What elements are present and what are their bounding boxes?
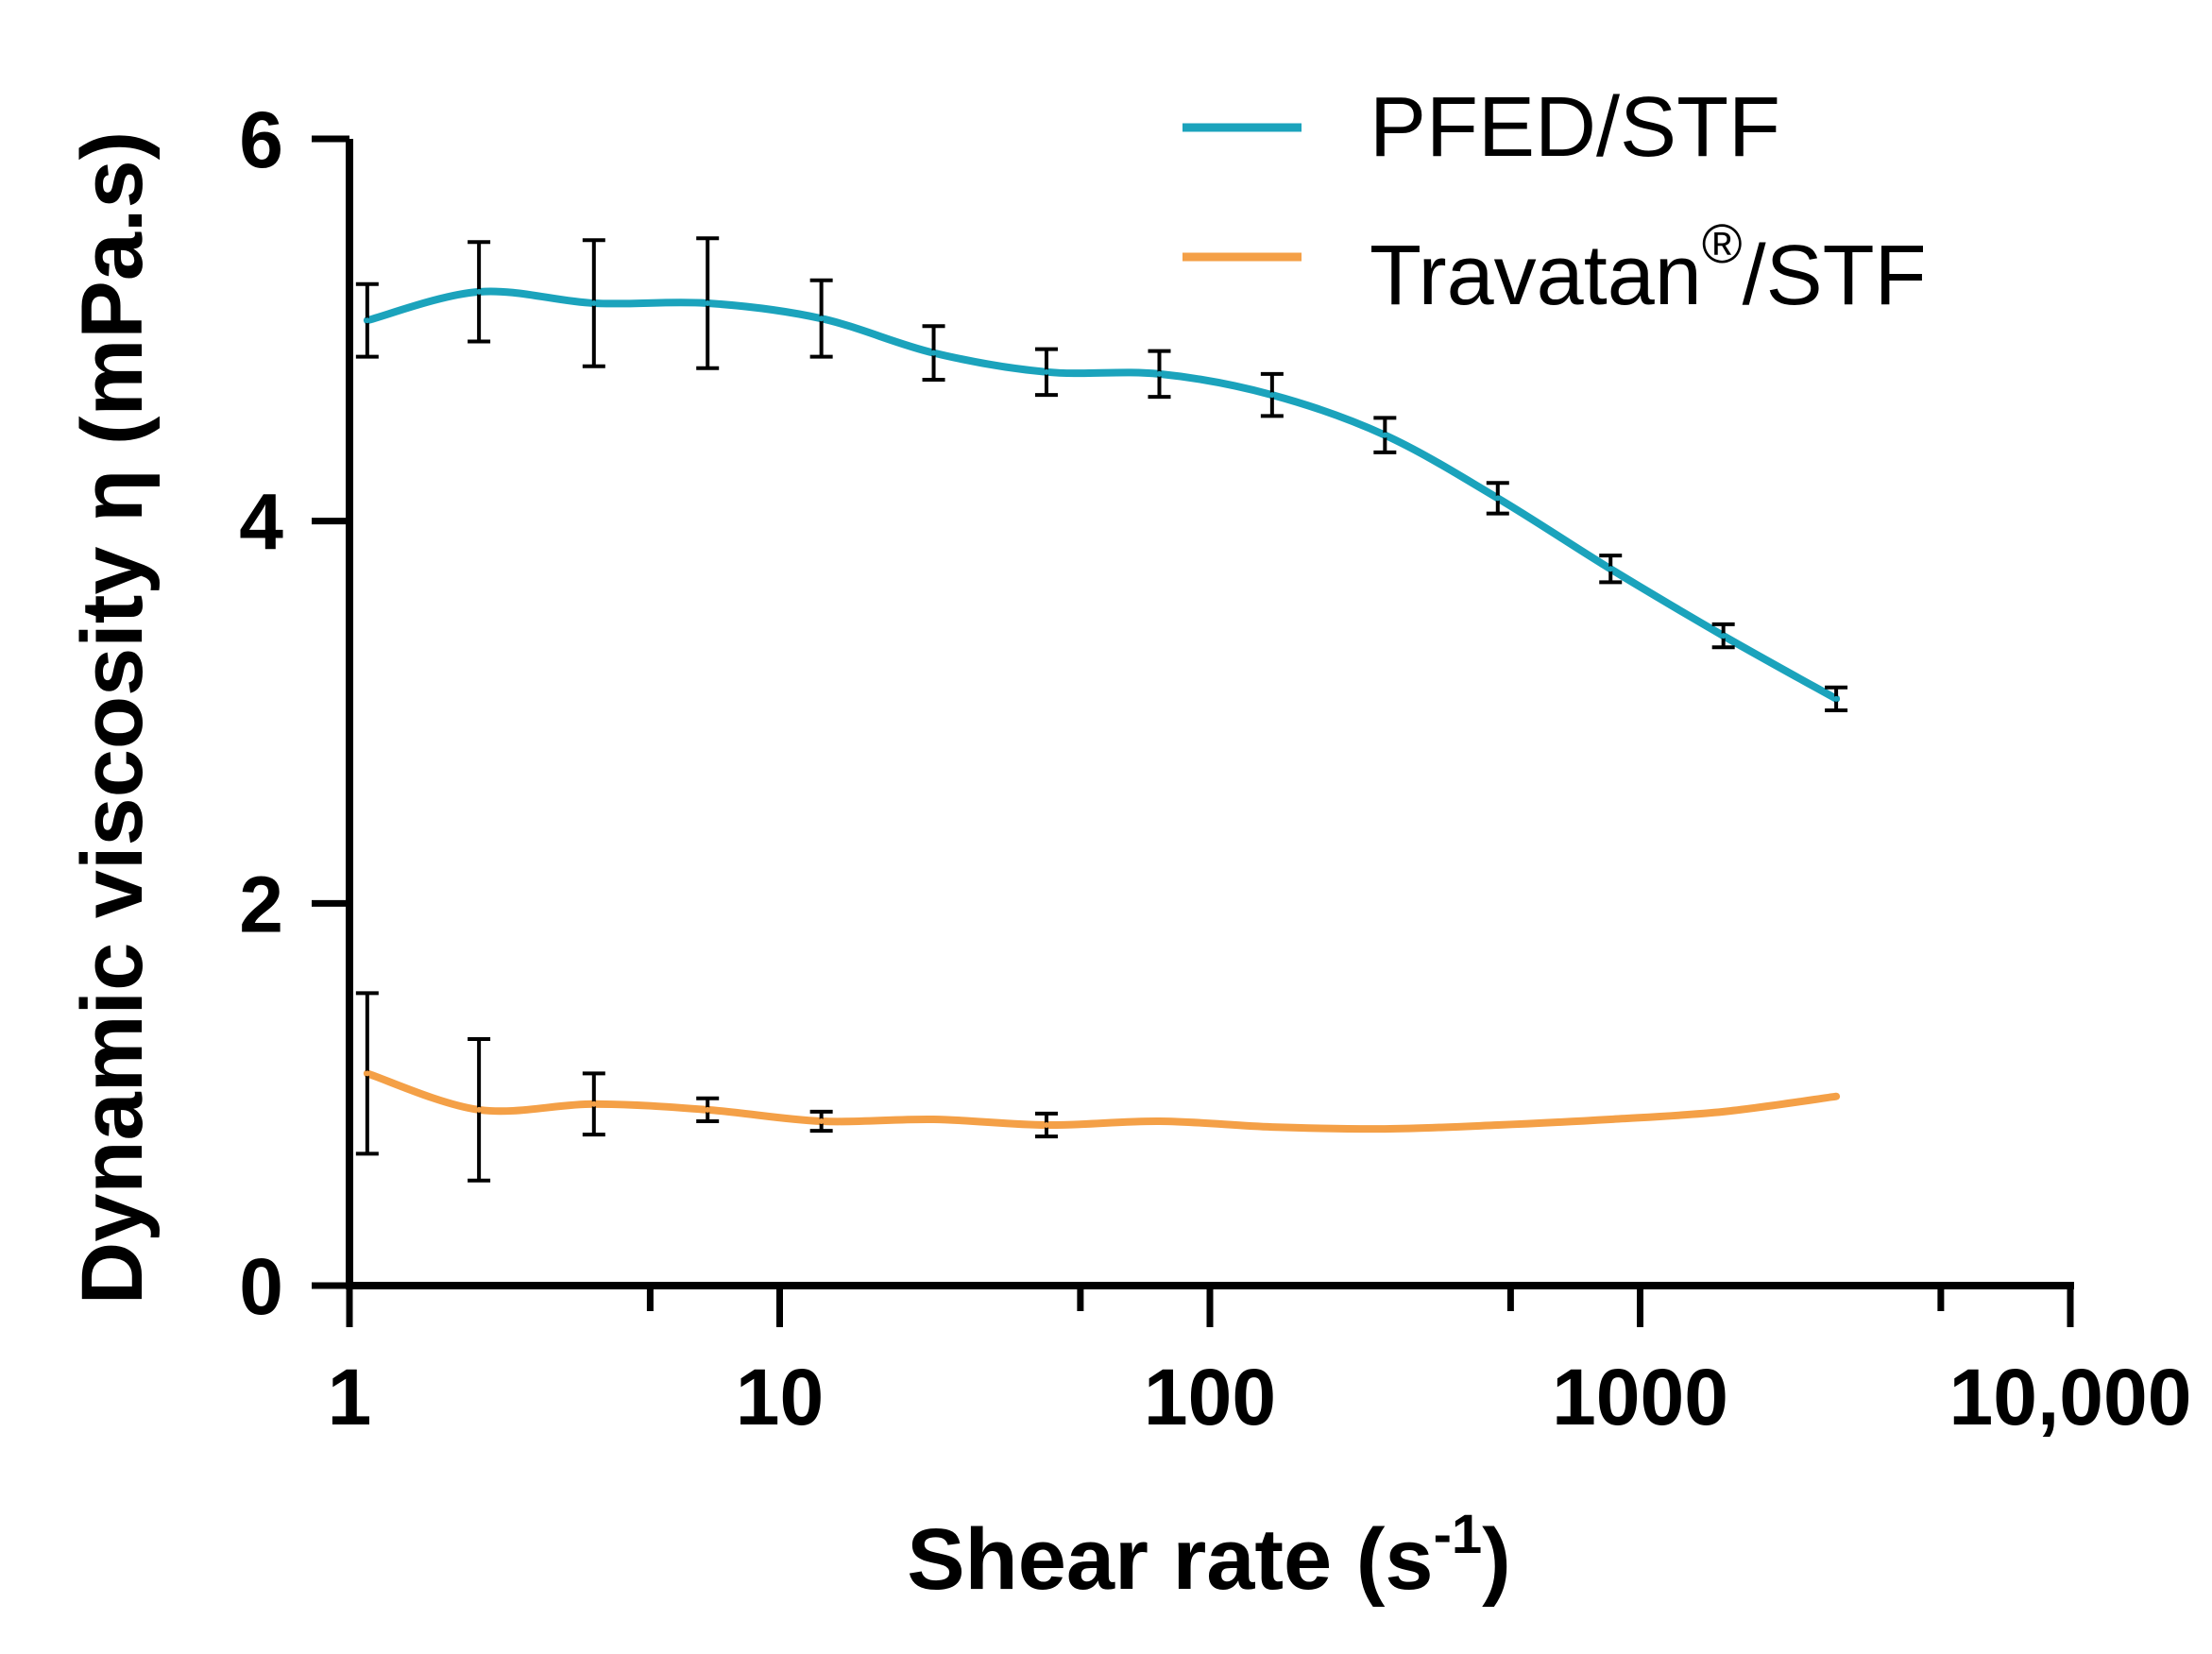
- y-tick-label: 6: [239, 95, 283, 184]
- data-point-travatan: [930, 1116, 937, 1122]
- data-point-pfed: [1720, 633, 1727, 639]
- x-tick-label: 10: [736, 1353, 824, 1441]
- legend: PFED/STF Travatan®/STF: [1183, 80, 1927, 323]
- data-point-pfed: [1608, 566, 1614, 572]
- data-point-travatan: [1720, 1108, 1727, 1115]
- x-tick-label: 10,000: [1949, 1353, 2192, 1441]
- data-point-travatan: [818, 1117, 825, 1124]
- data-point-pfed: [1494, 495, 1501, 502]
- y-tick-label: 0: [239, 1242, 283, 1331]
- y-tick-label: 4: [239, 478, 283, 567]
- data-point-travatan: [1268, 1124, 1275, 1131]
- data-point-travatan: [1382, 1126, 1388, 1133]
- data-point-pfed: [1382, 432, 1388, 438]
- data-point-pfed: [1268, 392, 1275, 399]
- data-point-pfed: [1156, 370, 1163, 377]
- legend-label-travatan-reg: ®: [1702, 213, 1743, 275]
- data-point-pfed: [930, 350, 937, 356]
- x-tick-label: 1000: [1552, 1353, 1728, 1441]
- data-point-pfed: [1043, 368, 1049, 375]
- data-point-travatan: [364, 1070, 370, 1077]
- data-point-pfed: [705, 300, 711, 307]
- data-point-pfed: [476, 288, 483, 295]
- data-point-pfed: [364, 317, 370, 324]
- x-axis-title: Shear rate (s-1): [907, 1504, 1511, 1608]
- x-axis-title-main: Shear rate (s: [907, 1511, 1433, 1608]
- data-point-travatan: [1156, 1117, 1163, 1124]
- x-axis-title-sup: -1: [1434, 1504, 1483, 1565]
- data-point-travatan: [705, 1106, 711, 1113]
- data-point-pfed: [590, 300, 597, 307]
- data-point-travatan: [590, 1100, 597, 1107]
- x-axis-title-close: ): [1482, 1511, 1511, 1608]
- series-line-pfed: [363, 287, 1841, 703]
- y-tick-label: 2: [239, 860, 283, 948]
- series-layer: [355, 236, 1848, 1183]
- data-point-pfed: [818, 315, 825, 322]
- legend-label-pfed: PFED/STF: [1370, 80, 1780, 175]
- legend-label-travatan-suffix: /STF: [1743, 229, 1927, 323]
- legend-label-travatan-name: Travatan: [1370, 229, 1702, 323]
- y-axis-title: Dynamic viscosity η (mPa.s): [64, 131, 161, 1305]
- data-point-travatan: [476, 1106, 483, 1113]
- x-tick-label: 1: [328, 1353, 372, 1441]
- data-point-travatan: [1833, 1093, 1840, 1100]
- series-line-travatan: [363, 1069, 1841, 1134]
- data-point-travatan: [1494, 1122, 1501, 1129]
- ticks: 0 2 4 6 1 10 100 1000 10,000: [239, 95, 2191, 1441]
- data-point-pfed: [1833, 695, 1840, 702]
- data-point-travatan: [1043, 1122, 1049, 1129]
- x-tick-label: 100: [1144, 1353, 1276, 1441]
- legend-label-travatan: Travatan®/STF: [1370, 213, 1927, 323]
- data-point-travatan: [1608, 1116, 1614, 1122]
